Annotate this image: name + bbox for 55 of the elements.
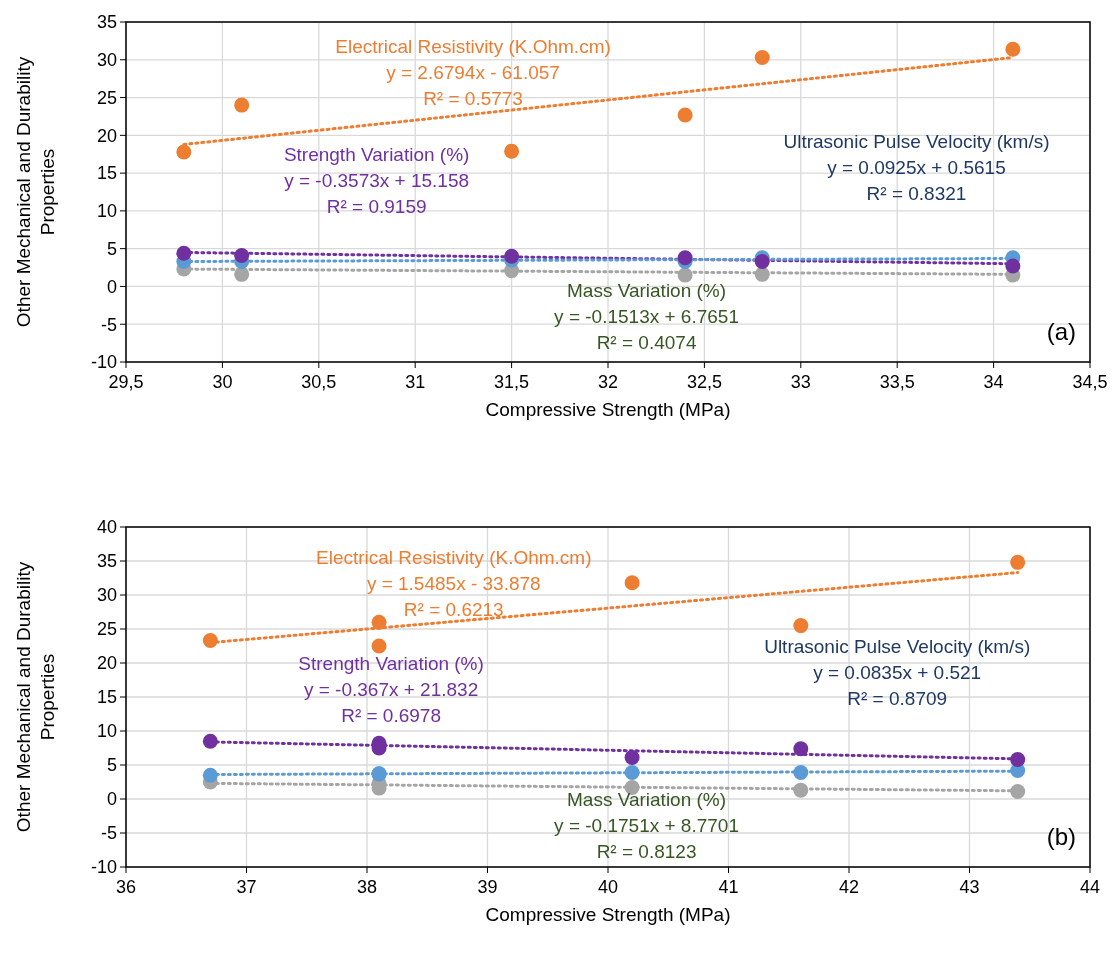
y-axis-title: Other Mechanical and Durability Properties xyxy=(13,561,58,833)
x-tick-label: 30 xyxy=(212,372,233,392)
y-tick-label: 15 xyxy=(96,687,117,708)
x-tick-label: 41 xyxy=(718,877,739,897)
y-tick-label: 25 xyxy=(96,619,117,640)
annotation: Ultrasonic Pulse Velocity (km/s) y = 0.0835x + 0.521 R² = 0.8709 xyxy=(764,635,1031,709)
x-tick-label: 31,5 xyxy=(494,372,530,392)
x-tick-label: 33 xyxy=(790,372,811,392)
annotation: Mass Variation (%) y = -0.1751x + 8.7701 R² = 0.8123 xyxy=(554,788,739,862)
x-tick-label: 33,5 xyxy=(879,372,915,392)
y-tick-label: 25 xyxy=(96,87,117,108)
y-tick-label: 30 xyxy=(96,585,117,606)
x-tick-label: 44 xyxy=(1079,877,1101,897)
annotation: Electrical Resistivity (K.Ohm.cm) y = 2.6794x - 61.057 R² = 0.5773 xyxy=(335,35,611,109)
x-tick-label: 30,5 xyxy=(301,372,337,392)
x-axis-title: Compressive Strength (MPa) xyxy=(485,904,731,925)
y-tick-label: -5 xyxy=(100,314,117,335)
x-tick-label: 37 xyxy=(236,877,257,897)
y-tick-label: 30 xyxy=(96,50,117,71)
x-tick-label: 42 xyxy=(838,877,860,897)
x-tick-label: 40 xyxy=(597,877,619,897)
x-tick-label: 39 xyxy=(477,877,498,897)
y-tick-label: -5 xyxy=(100,823,117,844)
x-tick-label: 34 xyxy=(983,372,1004,392)
y-tick-label: 35 xyxy=(96,551,117,572)
annotation: Ultrasonic Pulse Velocity (km/s) y = 0.0925x + 0.5615 R² = 0.8321 xyxy=(783,130,1050,204)
x-tick-label: 38 xyxy=(356,877,378,897)
y-tick-label: 20 xyxy=(96,653,117,674)
y-tick-label: 20 xyxy=(96,125,117,146)
annotation: Mass Variation (%) y = -0.1513x + 6.7651 R² = 0.4074 xyxy=(554,280,739,354)
x-tick-label: 31 xyxy=(405,372,426,392)
annotation: Strength Variation (%) y = -0.3573x + 15.158 R² = 0.9159 xyxy=(283,144,470,218)
x-tick-label: 32,5 xyxy=(686,372,722,392)
x-tick-label: 32 xyxy=(597,372,619,392)
y-tick-label: 5 xyxy=(106,238,117,259)
y-axis-title: Other Mechanical and Durability Properties xyxy=(13,56,58,328)
y-tick-label: 35 xyxy=(96,12,117,33)
y-tick-label: 0 xyxy=(106,789,117,810)
y-tick-label: -10 xyxy=(90,857,117,878)
y-tick-label: 15 xyxy=(96,163,117,184)
y-tick-label: 10 xyxy=(96,201,117,222)
y-tick-label: 0 xyxy=(106,276,117,297)
annotation: (b) xyxy=(1046,823,1076,850)
x-tick-label: 43 xyxy=(959,877,980,897)
y-tick-label: 40 xyxy=(96,517,117,538)
y-tick-label: 10 xyxy=(96,721,117,742)
y-tick-label: -10 xyxy=(90,352,117,373)
annotation: (a) xyxy=(1046,318,1076,345)
x-tick-label: 36 xyxy=(115,877,137,897)
annotation: Electrical Resistivity (K.Ohm.cm) y = 1.5485x - 33.878 R² = 0.6213 xyxy=(315,547,592,621)
y-tick-label: 5 xyxy=(106,755,117,776)
x-tick-label: 34,5 xyxy=(1072,372,1108,392)
annotation: Strength Variation (%) y = -0.367x + 21.832 R² = 0.6978 xyxy=(298,652,484,726)
x-axis-title: Compressive Strength (MPa) xyxy=(485,399,731,420)
x-tick-label: 29,5 xyxy=(108,372,144,392)
